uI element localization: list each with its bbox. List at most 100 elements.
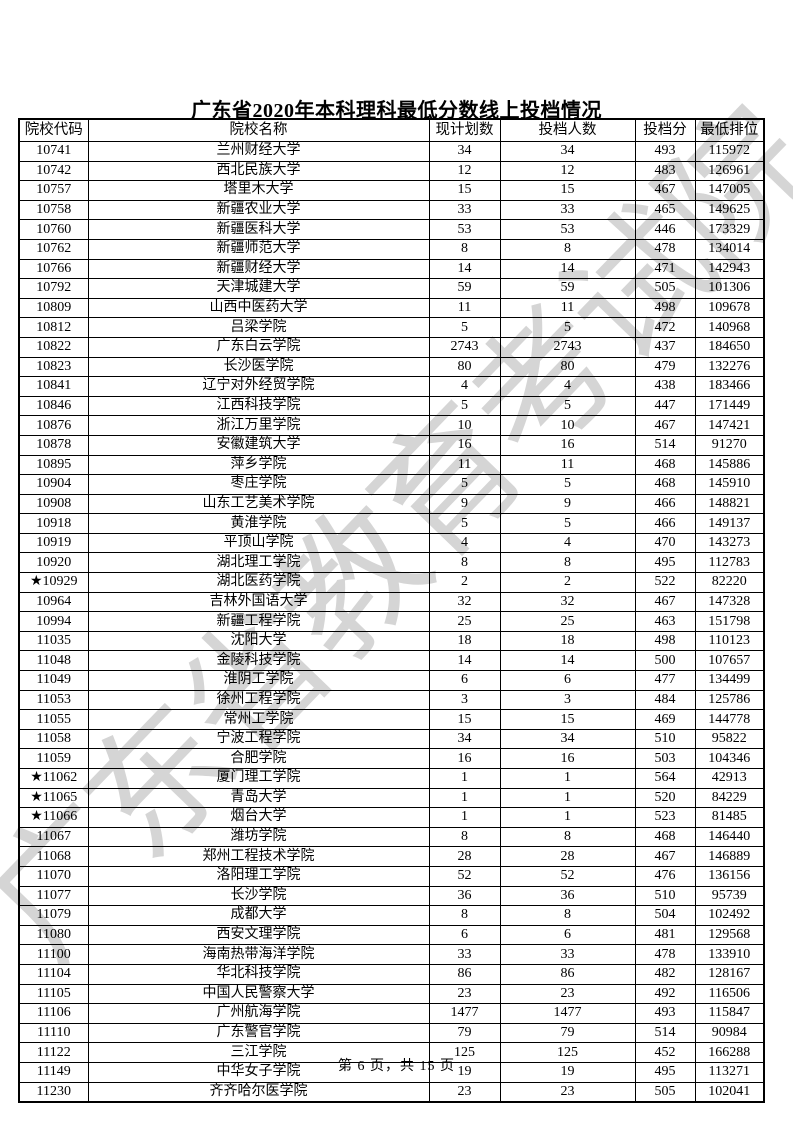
- table-row: 10741 兰州财经大学 34 34 493 115972: [18, 141, 765, 162]
- cell-score: 510: [634, 728, 696, 750]
- cell-plan: 2743: [428, 336, 501, 358]
- cell-count: 86: [499, 963, 636, 985]
- cell-plan: 11: [428, 454, 501, 476]
- cell-code: 10741: [18, 141, 89, 162]
- cell-plan: 34: [428, 141, 501, 162]
- cell-rank: 149137: [694, 513, 765, 534]
- cell-name: 新疆财经大学: [87, 258, 430, 280]
- table-row: 10792 天津城建大学 59 59 505 101306: [18, 278, 765, 299]
- table-row: 10994 新疆工程学院 25 25 463 151798: [18, 611, 765, 632]
- cell-code: 10895: [18, 454, 89, 476]
- cell-plan: 34: [428, 728, 501, 750]
- page-number-footer: 第 6 页，共 15 页: [338, 1059, 455, 1074]
- cell-name: 徐州工程学院: [87, 689, 430, 711]
- cell-name: 湖北医药学院: [87, 572, 430, 593]
- table-row: 11053 徐州工程学院 3 3 484 125786: [18, 689, 765, 711]
- cell-rank: 95822: [694, 728, 765, 750]
- cell-name: 新疆师范大学: [87, 238, 430, 260]
- cell-plan: 1477: [428, 1003, 501, 1024]
- table-header: 院校代码 院校名称 现计划数 投档人数 投档分 最低排位: [18, 118, 765, 142]
- cell-plan: 3: [428, 689, 501, 711]
- cell-score: 493: [634, 141, 696, 162]
- table-row: 11110 广东警官学院 79 79 514 90984: [18, 1022, 765, 1044]
- cell-count: 23: [499, 983, 636, 1005]
- table-row: 11080 西安文理学院 6 6 481 129568: [18, 924, 765, 946]
- cell-score: 500: [634, 650, 696, 672]
- cell-name: 枣庄学院: [87, 474, 430, 495]
- cell-plan: 1: [428, 787, 501, 809]
- cell-rank: 145910: [694, 474, 765, 495]
- cell-code: 10760: [18, 219, 89, 240]
- cell-rank: 102492: [694, 905, 765, 926]
- table-row: 11149 中华女子学院 19 19 495 113271: [18, 1061, 765, 1083]
- cell-name: 广东警官学院: [87, 1022, 430, 1044]
- table-row: 10757 塔里木大学 15 15 467 147005: [18, 180, 765, 201]
- cell-code: 11053: [18, 689, 89, 711]
- cell-name: 金陵科技学院: [87, 650, 430, 672]
- cell-count: 8: [499, 238, 636, 260]
- cell-name: 辽宁对外经贸学院: [87, 376, 430, 397]
- cell-code: ★10929: [18, 572, 89, 593]
- cell-name: 淮阴工学院: [87, 670, 430, 691]
- cell-code: 11230: [18, 1081, 89, 1103]
- table-row: 10742 西北民族大学 12 12 483 126961: [18, 160, 765, 182]
- cell-name: 中华女子学院: [87, 1061, 430, 1083]
- cell-score: 564: [634, 768, 696, 789]
- cell-code: 11035: [18, 630, 89, 652]
- table-row: 10760 新疆医科大学 53 53 446 173329: [18, 219, 765, 240]
- cell-rank: 116506: [694, 983, 765, 1005]
- cell-score: 468: [634, 454, 696, 476]
- cell-count: 32: [499, 591, 636, 613]
- cell-name: 平顶山学院: [87, 532, 430, 554]
- cell-score: 467: [634, 846, 696, 867]
- cell-code: 10742: [18, 160, 89, 182]
- table-row: 10809 山西中医药大学 11 11 498 109678: [18, 297, 765, 319]
- cell-rank: 146889: [694, 846, 765, 867]
- cell-count: 8: [499, 905, 636, 926]
- cell-plan: 14: [428, 258, 501, 280]
- table-row: 11106 广州航海学院 1477 1477 493 115847: [18, 1003, 765, 1024]
- cell-plan: 4: [428, 376, 501, 397]
- cell-score: 465: [634, 199, 696, 221]
- cell-code: 10823: [18, 356, 89, 378]
- cell-name: 塔里木大学: [87, 180, 430, 201]
- cell-score: 492: [634, 983, 696, 1005]
- cell-count: 52: [499, 865, 636, 887]
- cell-score: 467: [634, 415, 696, 436]
- cell-count: 6: [499, 924, 636, 946]
- cell-count: 2: [499, 572, 636, 593]
- cell-count: 59: [499, 278, 636, 299]
- cell-score: 514: [634, 1022, 696, 1044]
- cell-code: 10994: [18, 611, 89, 632]
- cell-count: 5: [499, 474, 636, 495]
- cell-count: 4: [499, 376, 636, 397]
- cell-code: 11070: [18, 865, 89, 887]
- cell-rank: 102041: [694, 1081, 765, 1103]
- cell-count: 14: [499, 258, 636, 280]
- cell-rank: 147005: [694, 180, 765, 201]
- cell-count: 5: [499, 513, 636, 534]
- table-row: 11048 金陵科技学院 14 14 500 107657: [18, 650, 765, 672]
- cell-count: 11: [499, 297, 636, 319]
- cell-code: 10919: [18, 532, 89, 554]
- cell-name: 常州工学院: [87, 709, 430, 730]
- cell-plan: 12: [428, 160, 501, 182]
- cell-rank: 173329: [694, 219, 765, 240]
- table-row: ★10929 湖北医药学院 2 2 522 82220: [18, 572, 765, 593]
- cell-plan: 9: [428, 493, 501, 515]
- cell-plan: 8: [428, 905, 501, 926]
- cell-score: 493: [634, 1003, 696, 1024]
- cell-score: 468: [634, 474, 696, 495]
- table-body: 10741 兰州财经大学 34 34 493 115972 10742 西北民族大学 12 12 4…: [18, 141, 765, 1103]
- cell-score: 466: [634, 513, 696, 534]
- cell-score: 495: [634, 1061, 696, 1083]
- table-row: ★11066 烟台大学 1 1 523 81485: [18, 807, 765, 828]
- cell-rank: 133910: [694, 944, 765, 965]
- cell-rank: 147421: [694, 415, 765, 436]
- table-row: 11068 郑州工程技术学院 28 28 467 146889: [18, 846, 765, 867]
- cell-code: 11055: [18, 709, 89, 730]
- cell-count: 4: [499, 532, 636, 554]
- cell-plan: 18: [428, 630, 501, 652]
- table-row: ★11065 青岛大学 1 1 520 84229: [18, 787, 765, 809]
- cell-rank: 42913: [694, 768, 765, 789]
